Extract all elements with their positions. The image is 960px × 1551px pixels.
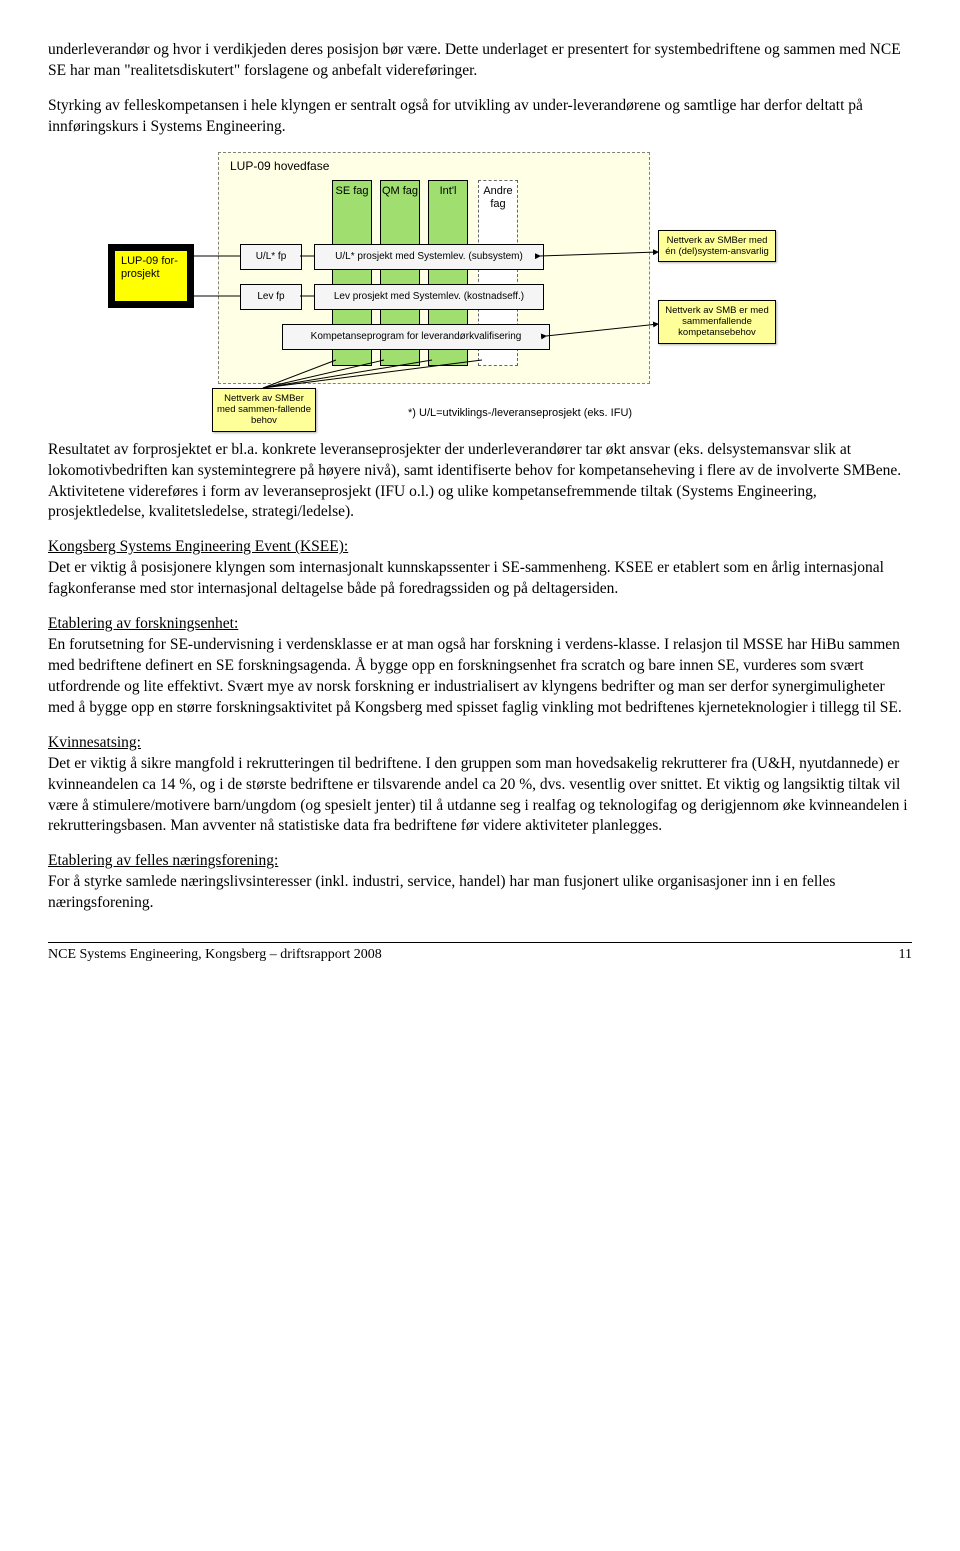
ksee-body: Det er viktig å posisjonere klyngen som …: [48, 559, 884, 597]
ksee-heading: Kongsberg Systems Engineering Event (KSE…: [48, 538, 348, 555]
naering-body: For å styrke samlede næringslivsinteress…: [48, 873, 835, 911]
lev-fp-box: Lev fp: [240, 284, 302, 310]
ksee-section: Kongsberg Systems Engineering Event (KSE…: [48, 537, 912, 600]
diagram-title: LUP-09 hovedfase: [230, 158, 329, 174]
eks-footnote: *) U/L=utviklings-/leveranseprosjekt (ek…: [408, 406, 632, 421]
wide-box-3: Kompetanseprogram for leverandørkvalifis…: [282, 324, 550, 350]
forskning-heading: Etablering av forskningsenhet:: [48, 615, 238, 632]
kvinne-body: Det er viktig å sikre mangfold i rekrutt…: [48, 755, 908, 835]
naering-section: Etablering av felles næringsforening: Fo…: [48, 851, 912, 914]
wide-box-2: Lev prosjekt med Systemlev. (kostnadseff…: [314, 284, 544, 310]
paragraph-1: underleverandør og hvor i verdikjeden de…: [48, 40, 912, 82]
kvinne-heading: Kvinnesatsing:: [48, 734, 141, 751]
kvinne-section: Kvinnesatsing: Det er viktig å sikre man…: [48, 733, 912, 838]
forskning-section: Etablering av forskningsenhet: En foruts…: [48, 614, 912, 719]
forprosjekt-box: LUP-09 for-prosjekt: [108, 244, 194, 308]
ul-fp-box: U/L* fp: [240, 244, 302, 270]
forskning-body: En forutsetning for SE-undervisning i ve…: [48, 636, 902, 716]
forprosjekt-label: LUP-09 for-prosjekt: [115, 251, 187, 301]
note-right-2: Nettverk av SMB er med sammenfallende ko…: [658, 300, 776, 344]
footer-page-number: 11: [899, 946, 912, 965]
note-right-1: Nettverk av SMBer med én (del)system-ans…: [658, 230, 776, 263]
page-footer: NCE Systems Engineering, Kongsberg – dri…: [48, 942, 912, 965]
paragraph-3: Resultatet av forprosjektet er bl.a. kon…: [48, 440, 912, 524]
lup-diagram: LUP-09 hovedfase SE fag QM fag Int'l And…: [108, 152, 768, 432]
footer-left: NCE Systems Engineering, Kongsberg – dri…: [48, 946, 382, 965]
note-bottom: Nettverk av SMBer med sammen-fallende be…: [212, 388, 316, 432]
naering-heading: Etablering av felles næringsforening:: [48, 852, 278, 869]
wide-box-1: U/L* prosjekt med Systemlev. (subsystem): [314, 244, 544, 270]
paragraph-2: Styrking av felleskompetansen i hele kly…: [48, 96, 912, 138]
